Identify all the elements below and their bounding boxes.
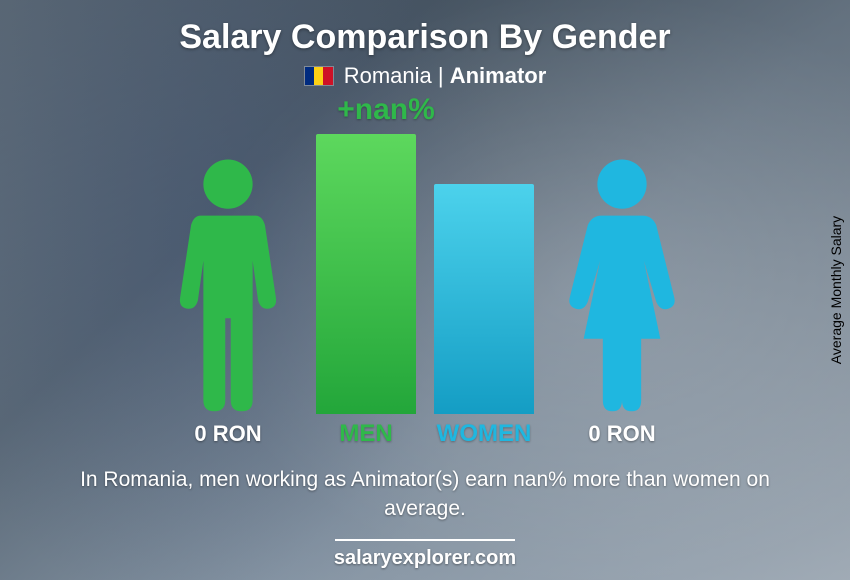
men-bar (316, 134, 416, 414)
main-title: Salary Comparison By Gender (179, 18, 670, 57)
women-bar (434, 184, 534, 414)
country-job-label: Romania | Animator (344, 63, 547, 89)
men-category-label: MEN (316, 420, 416, 448)
separator: | (432, 63, 450, 88)
romania-flag-icon (304, 66, 334, 86)
country-name: Romania (344, 63, 432, 88)
women-value-label: 0 RON (552, 421, 692, 447)
men-value-label: 0 RON (158, 421, 298, 447)
flag-stripe-red (323, 67, 332, 85)
bottom-labels-row: 0 RON MEN WOMEN 0 RON (40, 420, 810, 448)
woman-icon (552, 154, 692, 414)
flag-stripe-yellow (314, 67, 323, 85)
men-icon-column (158, 97, 298, 414)
women-category-label: WOMEN (434, 420, 534, 448)
chart-area: +nan% (158, 97, 692, 414)
footer-brand: salaryexplorer.com (334, 547, 516, 570)
side-axis-wrap: Average Monthly Salary (826, 0, 846, 580)
side-axis-label: Average Monthly Salary (828, 216, 844, 364)
delta-percent-label: +nan% (337, 93, 435, 127)
man-icon (158, 154, 298, 414)
infographic-container: Salary Comparison By Gender Romania | An… (0, 0, 850, 580)
description-text: In Romania, men working as Animator(s) e… (55, 466, 795, 523)
subtitle-row: Romania | Animator (304, 63, 547, 89)
footer-divider (335, 539, 515, 541)
flag-stripe-blue (305, 67, 314, 85)
women-icon-column (552, 97, 692, 414)
job-title: Animator (450, 63, 547, 88)
